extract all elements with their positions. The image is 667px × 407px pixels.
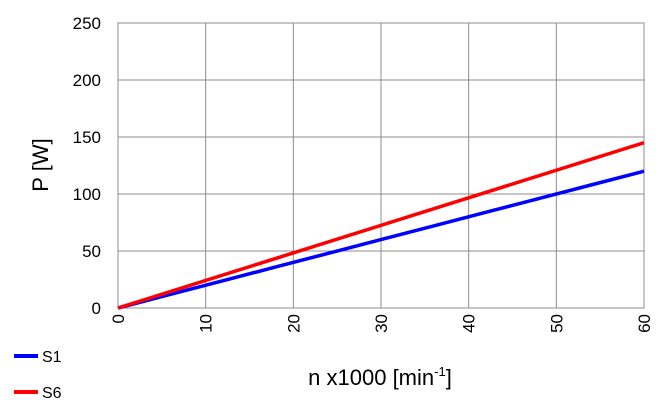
x-axis-label-superscript: -1 — [434, 364, 446, 379]
x-tick-label-4: 40 — [460, 314, 479, 333]
x-tick-label-2: 20 — [284, 314, 303, 333]
y-tick-label-4: 200 — [73, 71, 101, 90]
legend: S1 S6 — [14, 349, 62, 402]
y-tick-label-5: 250 — [73, 14, 101, 33]
series-lines — [117, 141, 645, 310]
legend-label-s1: S1 — [42, 349, 62, 366]
series-line-s1 — [117, 169, 645, 310]
x-tick-label-0: 0 — [109, 314, 128, 323]
y-tick-label-2: 100 — [73, 185, 101, 204]
y-axis-label: P [W] — [28, 138, 53, 191]
x-tick-label-3: 30 — [372, 314, 391, 333]
grid-lines — [117, 22, 645, 309]
x-axis-label: n x1000 [min-1] — [308, 364, 452, 390]
series-line-s6 — [117, 141, 645, 310]
y-tick-label-0: 0 — [92, 299, 101, 318]
y-tick-labels: 0 50 100 150 200 250 — [73, 14, 101, 318]
x-tick-label-6: 60 — [635, 314, 654, 333]
legend-label-s6: S6 — [42, 385, 62, 402]
y-tick-label-3: 150 — [73, 128, 101, 147]
x-axis-label-close: ] — [446, 365, 452, 390]
y-tick-label-1: 50 — [82, 242, 101, 261]
x-axis-label-main: n x1000 [min — [308, 365, 434, 390]
x-tick-label-1: 10 — [197, 314, 216, 333]
x-tick-labels: 0 10 20 30 40 50 60 — [109, 314, 654, 333]
x-tick-label-5: 50 — [547, 314, 566, 333]
